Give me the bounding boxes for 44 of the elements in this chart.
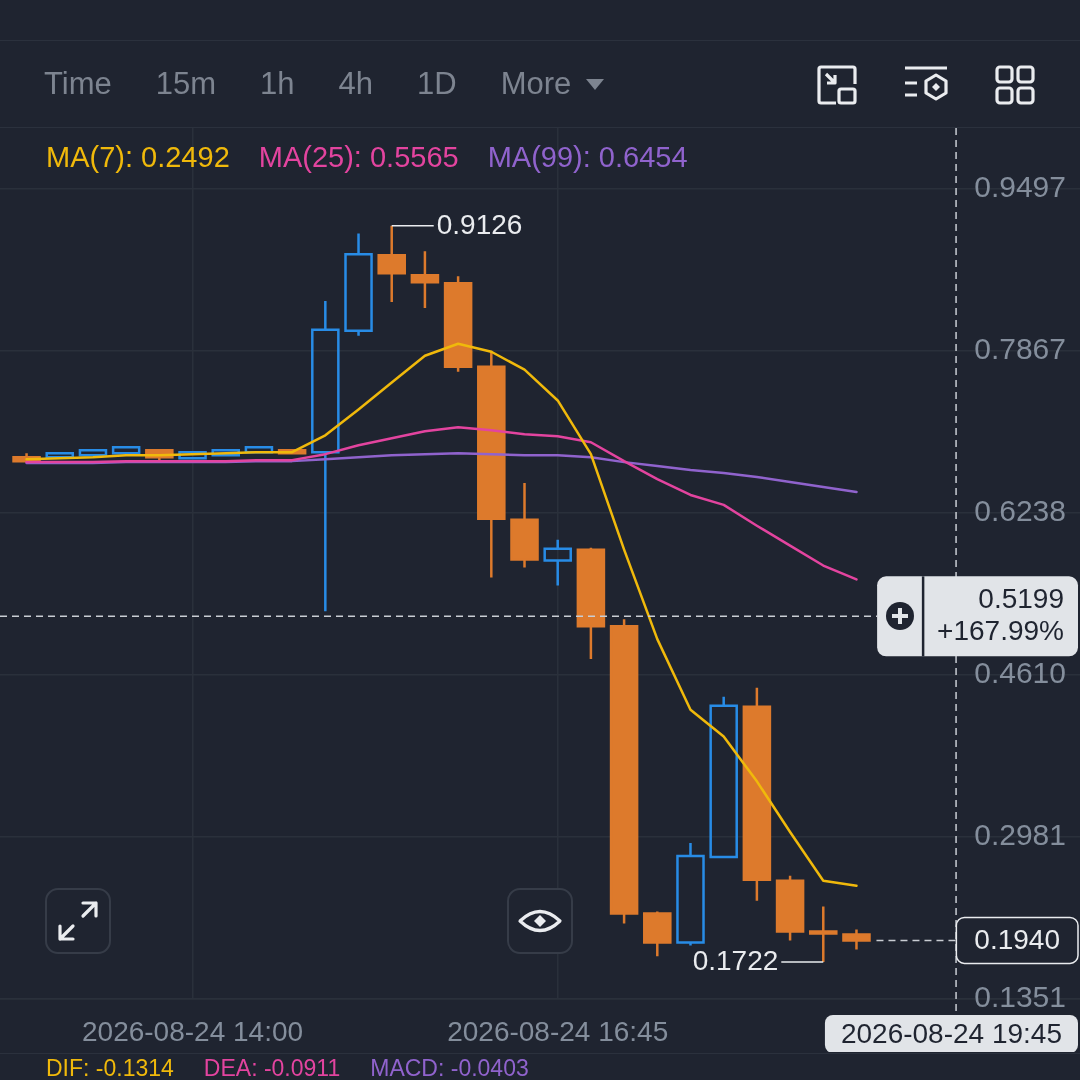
- candlestick: [211, 447, 241, 458]
- candlestick: [178, 449, 207, 461]
- text: 15m: [155, 66, 217, 102]
- candlestick: [643, 910, 672, 958]
- annotation: 0.1722: [692, 944, 779, 976]
- y-tick-label: 0.1351: [974, 980, 1066, 1014]
- text: DEA: -0.0911: [203, 1054, 341, 1080]
- text: MA(99): 0.6454: [487, 140, 688, 174]
- candlestick: [111, 445, 141, 456]
- y-tick-label: 0.4610: [974, 656, 1066, 690]
- annotation: 0.9126: [436, 208, 523, 240]
- text: 1h: [260, 66, 295, 102]
- candlestick: [842, 928, 871, 951]
- text: 4h: [338, 66, 374, 102]
- text: DIF: -0.1314: [46, 1054, 174, 1080]
- text: More: [500, 66, 572, 102]
- candlestick: [709, 695, 738, 859]
- ref-line-label: 0.5199 +167.99%: [937, 583, 1064, 647]
- candlestick: [576, 546, 606, 661]
- text: 1D: [417, 66, 457, 102]
- x-tick-label: 2026-08-24 16:45: [447, 1015, 669, 1047]
- y-tick-label: 0.9497: [974, 170, 1066, 204]
- y-tick-label: 0.2981: [974, 818, 1066, 852]
- y-tick-label: 0.7867: [974, 332, 1066, 366]
- candlestick: [676, 841, 705, 947]
- candlestick: [510, 481, 539, 569]
- candlestick: [609, 617, 639, 925]
- text: MACD: -0.0403: [370, 1054, 529, 1080]
- text: MA(25): 0.5565: [258, 140, 459, 174]
- candlestick: [410, 250, 440, 310]
- candlestick: [775, 874, 805, 942]
- candlestick: [809, 905, 838, 964]
- candlestick: [311, 299, 340, 613]
- candlestick: [543, 538, 572, 587]
- y-tick-label: 0.6238: [974, 494, 1066, 528]
- text: Time: [44, 66, 112, 102]
- candlestick: [742, 686, 772, 902]
- candlestick: [377, 224, 406, 304]
- candlestick: [344, 232, 373, 338]
- text: MA(7): 0.2492: [46, 140, 230, 174]
- ref-line-label: 2026-08-24 19:45: [840, 1017, 1062, 1049]
- candlestick: [443, 274, 473, 373]
- ref-line-label: 0.1940: [974, 924, 1060, 956]
- x-tick-label: 2026-08-24 14:00: [82, 1015, 304, 1047]
